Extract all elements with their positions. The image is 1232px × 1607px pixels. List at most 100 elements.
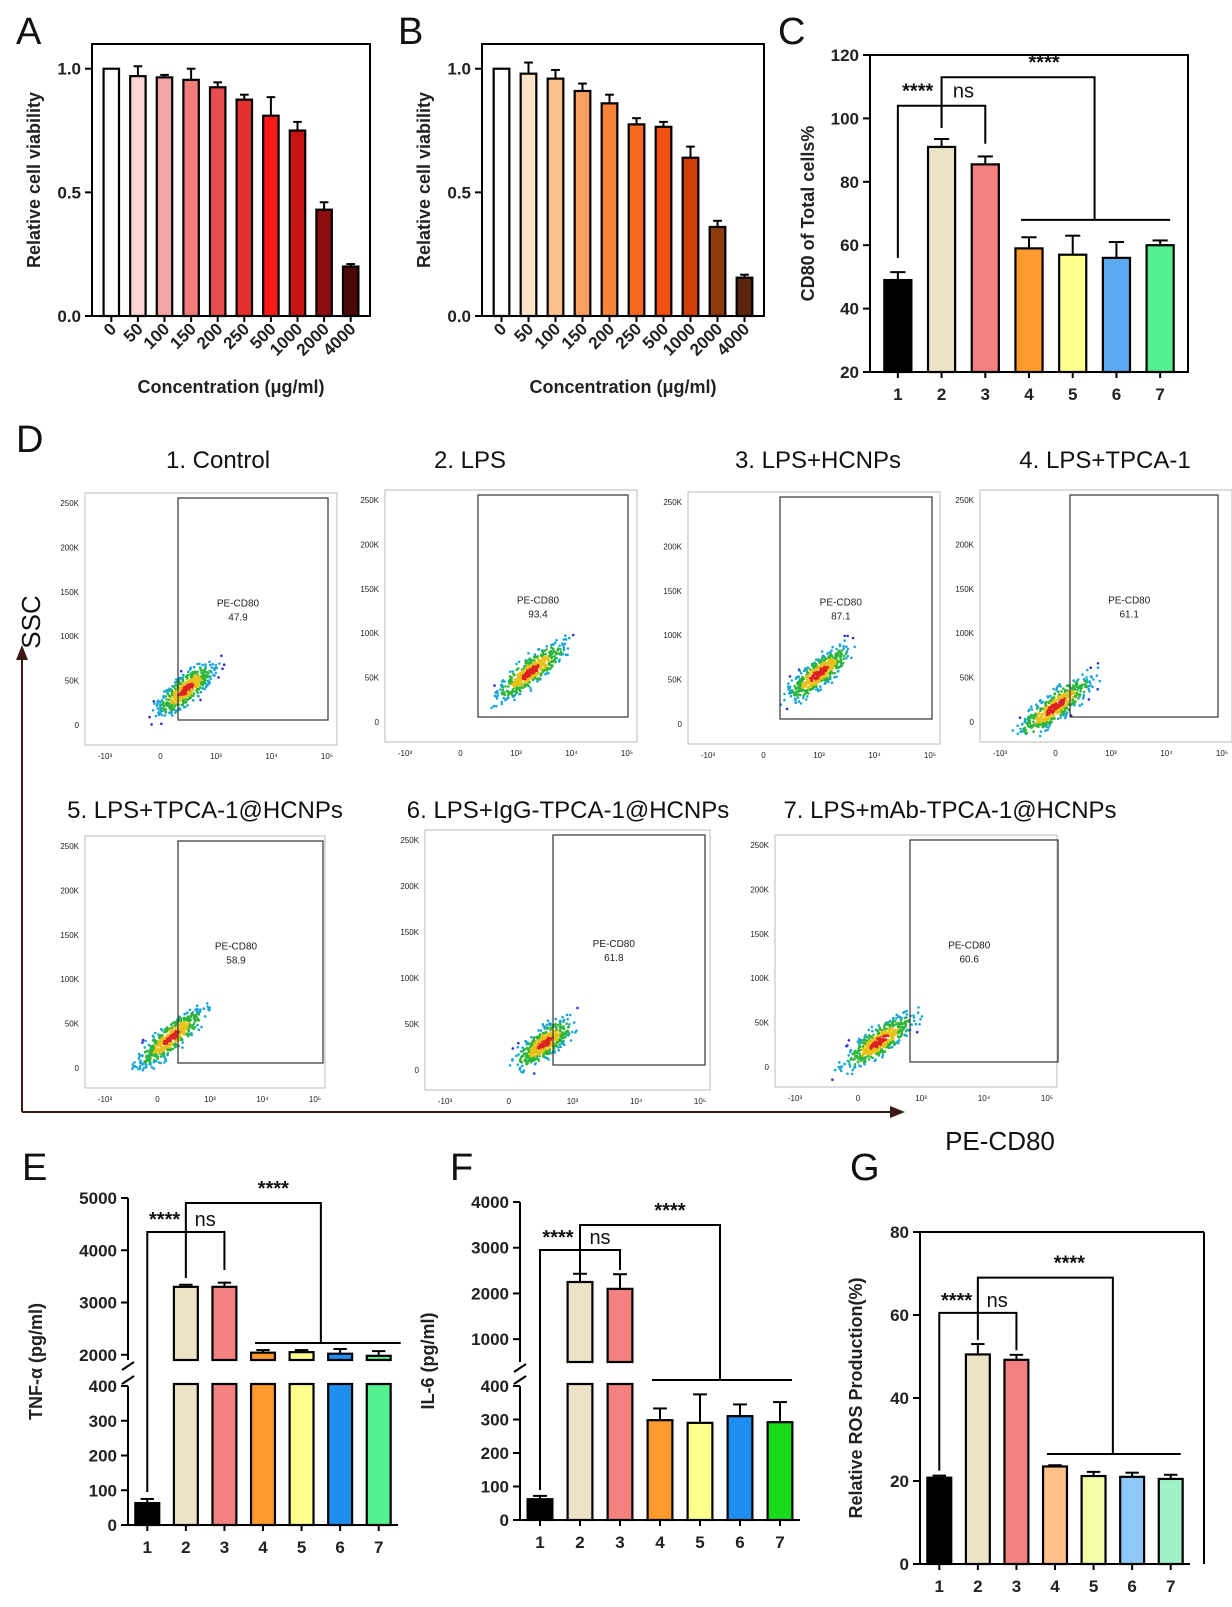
flow-event-dot bbox=[183, 1016, 186, 1020]
flow-event-dot bbox=[843, 1062, 846, 1066]
bar bbox=[735, 276, 754, 318]
flow-event-dot bbox=[1044, 704, 1047, 707]
flow-event-dot bbox=[842, 657, 845, 661]
pe-cd80-axis-label: PE-CD80 bbox=[945, 1126, 1055, 1156]
flow-event-dot bbox=[1030, 705, 1033, 708]
flow-event-dot bbox=[566, 1017, 569, 1021]
flow-event-dot bbox=[154, 1044, 157, 1047]
flow-event-dot bbox=[858, 1052, 861, 1055]
y-tick-label: 120 bbox=[831, 46, 859, 65]
flow-event-dot bbox=[796, 682, 799, 685]
flow-event-dot bbox=[525, 680, 529, 684]
flow-event-dot bbox=[801, 688, 805, 692]
y-tick-label: 0.5 bbox=[57, 183, 81, 202]
flow-event-dot bbox=[830, 681, 834, 684]
flow-event-dot bbox=[1019, 727, 1022, 731]
panel-label-g: G bbox=[850, 1147, 880, 1189]
flow-x-tick: 10⁴ bbox=[868, 751, 881, 760]
flow-plot-title: 7. LPS+mAb-TPCA-1@HCNPs bbox=[783, 797, 1116, 824]
flow-event-dot bbox=[1056, 717, 1060, 721]
flow-event-dot bbox=[869, 1050, 873, 1053]
flow-event-dot bbox=[1041, 707, 1044, 710]
flow-event-dot bbox=[187, 1030, 191, 1033]
flow-y-tick: 50K bbox=[755, 1019, 770, 1028]
flow-event-dot bbox=[544, 1040, 548, 1044]
flow-x-tick: 0 bbox=[458, 749, 463, 758]
flow-event-dot bbox=[1081, 673, 1084, 676]
bar bbox=[883, 278, 913, 374]
flow-event-dot bbox=[815, 685, 818, 689]
x-tick-label: 150 bbox=[166, 319, 199, 352]
y-tick-label: 1.0 bbox=[57, 60, 81, 79]
flow-x-tick: 0 bbox=[155, 1095, 160, 1104]
bar bbox=[546, 77, 565, 318]
flow-event-dot bbox=[532, 1059, 535, 1062]
y-tick-label: 0.5 bbox=[447, 183, 471, 202]
flow-event-dot bbox=[157, 711, 160, 714]
x-tick-label: 7 bbox=[1166, 1577, 1175, 1596]
flow-gate-label: PE-CD80 bbox=[1108, 595, 1151, 606]
flow-event-dot bbox=[1096, 666, 1100, 669]
flow-event-dot bbox=[181, 703, 185, 706]
flow-event-dot bbox=[1081, 697, 1085, 700]
panel-label-e: E bbox=[22, 1147, 47, 1189]
bar bbox=[155, 76, 174, 318]
x-tick-label: 250 bbox=[220, 319, 253, 352]
flow-event-dot bbox=[154, 1050, 157, 1053]
flow-event-dot bbox=[148, 715, 151, 719]
pe-arrow-head bbox=[890, 1106, 905, 1118]
flow-event-dot bbox=[144, 1063, 148, 1067]
y-tick-label: 100 bbox=[481, 1478, 509, 1497]
flow-event-dot bbox=[906, 1028, 909, 1031]
flow-event-dot bbox=[568, 1013, 572, 1017]
flow-event-dot bbox=[511, 1047, 515, 1050]
flow-event-dot bbox=[143, 1046, 147, 1049]
flow-event-dot bbox=[919, 1017, 922, 1021]
flow-y-tick: 200K bbox=[60, 543, 79, 552]
flow-y-tick: 200K bbox=[400, 882, 419, 891]
flow-event-dot bbox=[1058, 702, 1062, 706]
flow-event-dot bbox=[550, 659, 554, 663]
flow-event-dot bbox=[519, 1058, 522, 1061]
flow-y-tick: 250K bbox=[663, 498, 682, 507]
y-tick-label: 4000 bbox=[79, 1241, 117, 1260]
flow-event-dot bbox=[536, 680, 539, 683]
flow-y-tick: 200K bbox=[360, 540, 379, 549]
flow-event-dot bbox=[174, 687, 177, 691]
flow-event-dot bbox=[539, 1045, 543, 1049]
flow-event-dot bbox=[182, 699, 186, 703]
flow-event-dot bbox=[869, 1055, 872, 1059]
flow-event-dot bbox=[201, 682, 204, 685]
flow-event-dot bbox=[517, 660, 521, 664]
flow-event-dot bbox=[534, 1062, 537, 1065]
significance-label: **** bbox=[1054, 1253, 1085, 1275]
flow-event-dot bbox=[537, 1045, 540, 1049]
y-tick-label: 0 bbox=[900, 1555, 909, 1574]
flow-event-dot bbox=[1039, 698, 1042, 702]
flow-event-dot bbox=[208, 660, 211, 664]
flow-event-dot bbox=[504, 685, 507, 688]
flow-event-dot bbox=[548, 651, 551, 654]
flow-event-dot bbox=[174, 1045, 178, 1048]
flow-event-dot bbox=[508, 1064, 512, 1067]
flow-y-tick: 250K bbox=[750, 841, 769, 850]
flow-event-dot bbox=[189, 672, 192, 675]
flow-event-dot bbox=[197, 1019, 200, 1022]
bar bbox=[686, 1421, 714, 1522]
axis-break-mark bbox=[513, 1363, 527, 1373]
flow-event-dot bbox=[190, 688, 193, 691]
flow-event-dot bbox=[201, 669, 205, 672]
flow-event-dot bbox=[567, 1025, 570, 1029]
flow-event-dot bbox=[187, 1015, 190, 1018]
flow-event-dot bbox=[141, 1063, 145, 1066]
flow-event-dot bbox=[851, 1068, 854, 1072]
flow-x-tick: 10³ bbox=[1105, 749, 1117, 758]
flow-event-dot bbox=[499, 688, 502, 691]
bar-break-gap bbox=[326, 1363, 355, 1381]
flow-event-dot bbox=[876, 1029, 880, 1032]
x-tick-label: 7 bbox=[775, 1533, 784, 1552]
flow-event-dot bbox=[1018, 716, 1022, 719]
flow-event-dot bbox=[193, 1019, 197, 1023]
flow-gate-label: PE-CD80 bbox=[593, 939, 636, 950]
flow-event-dot bbox=[1076, 688, 1079, 692]
